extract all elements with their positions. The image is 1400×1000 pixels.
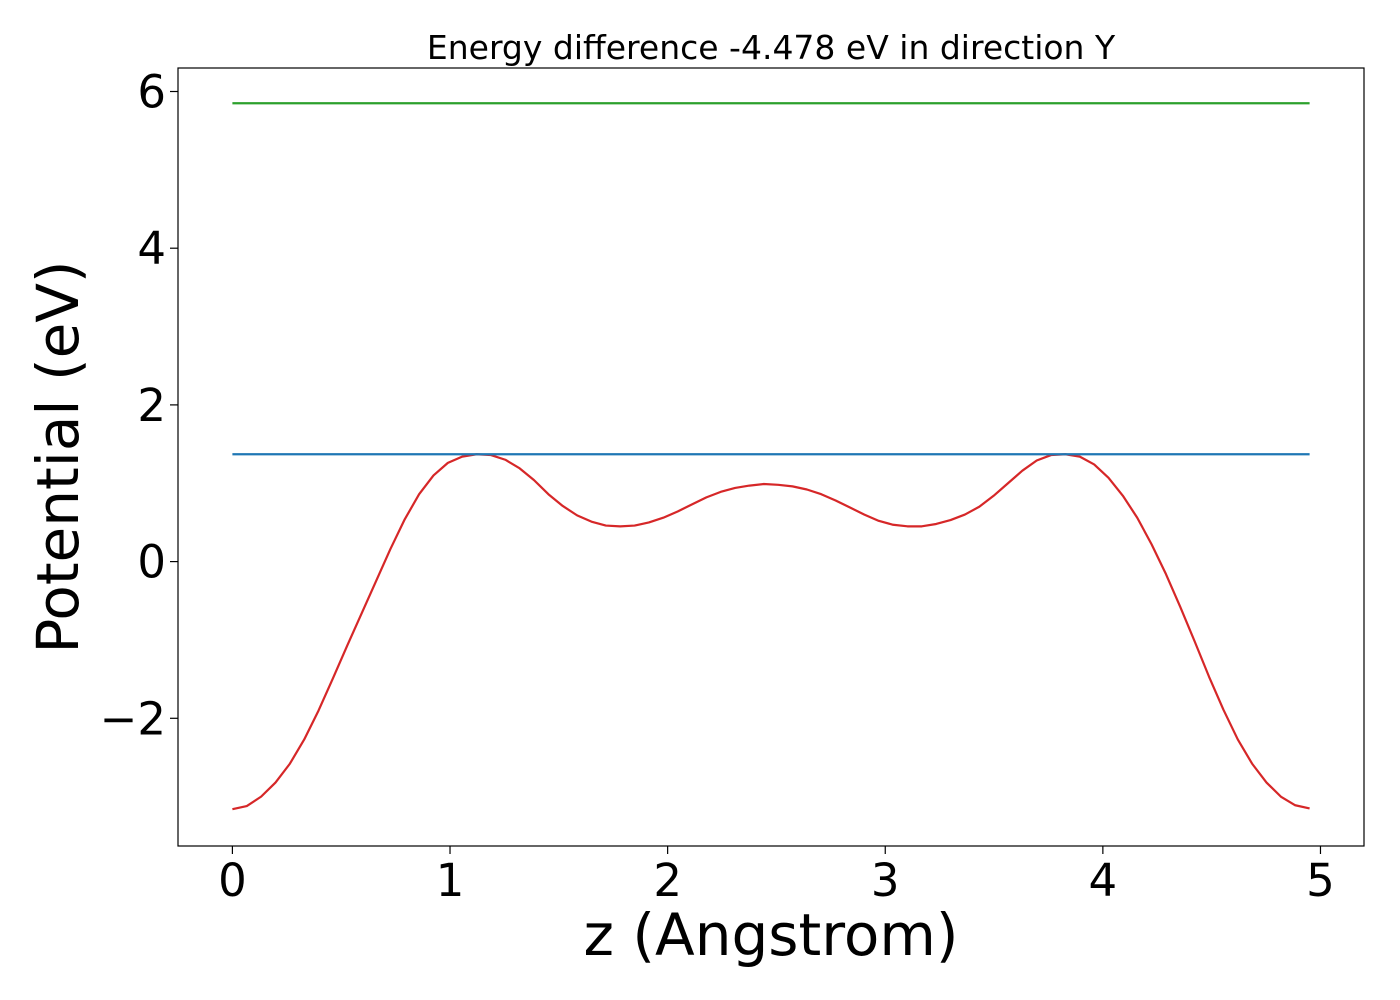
ticks-layer: 0 1 2 3 4 5 −2 0 2 4 6 — [100, 66, 1335, 907]
y-tick-label: 2 — [137, 379, 166, 432]
x-tick-label: 3 — [871, 854, 900, 907]
x-tick-label: 1 — [436, 854, 465, 907]
y-tick-label: −2 — [100, 692, 166, 745]
y-tick-label: 4 — [137, 222, 166, 275]
series-line-0 — [232, 453, 1310, 811]
x-tick-label: 5 — [1306, 854, 1335, 907]
y-tick-label: 6 — [137, 66, 166, 119]
chart-title: Energy difference -4.478 eV in direction… — [427, 28, 1116, 67]
y-axis-label: Potential (eV) — [24, 260, 92, 653]
series-layer — [232, 102, 1310, 811]
x-axis-label: z (Angstrom) — [584, 901, 959, 969]
x-tick-label: 0 — [218, 854, 247, 907]
plot-area-frame — [177, 67, 1365, 847]
x-tick-label: 4 — [1089, 854, 1118, 907]
y-tick-label: 0 — [137, 536, 166, 589]
x-tick-label: 2 — [653, 854, 682, 907]
